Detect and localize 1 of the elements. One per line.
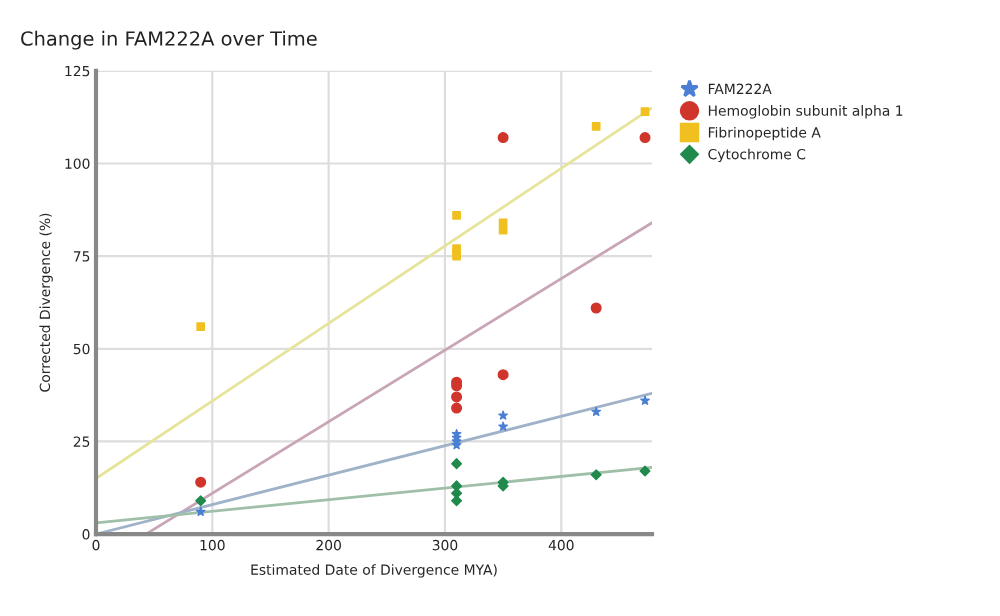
chart-title: Change in FAM222A over Time (21, 30, 317, 50)
